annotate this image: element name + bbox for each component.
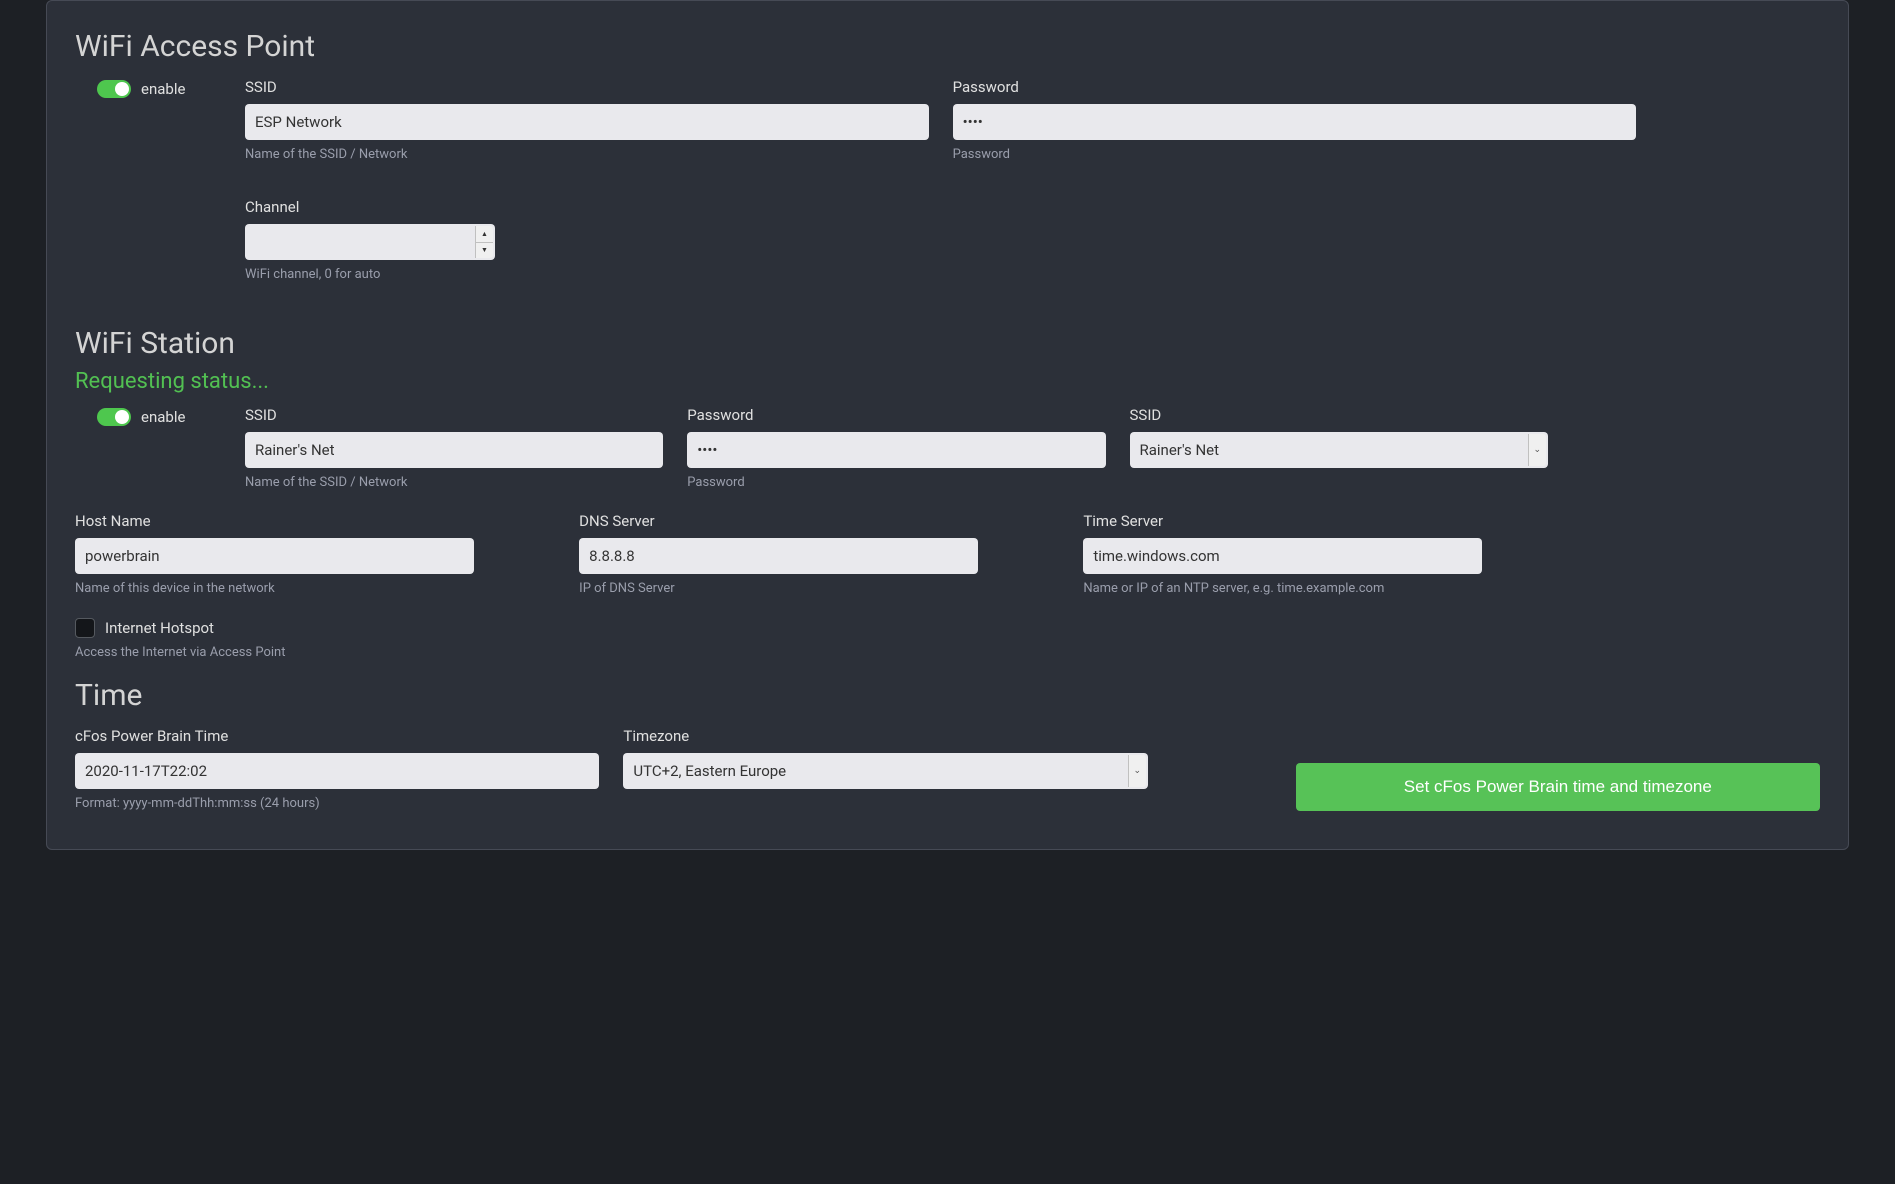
chevron-up-icon[interactable]: ▲ [476, 226, 493, 243]
ap-ssid-label: SSID [245, 78, 929, 96]
timezone-label: Timezone [623, 727, 1147, 745]
station-password-input[interactable] [687, 432, 1105, 468]
chevron-down-icon[interactable]: ▼ [476, 243, 493, 259]
timeserver-label: Time Server [1083, 512, 1563, 530]
dns-help: IP of DNS Server [579, 581, 1059, 596]
ap-enable-label: enable [141, 80, 185, 98]
ap-enable-toggle[interactable] [97, 80, 131, 98]
time-heading: Time [75, 678, 1820, 713]
ap-heading: WiFi Access Point [75, 29, 1820, 64]
time-help: Format: yyyy-mm-ddThh:mm:ss (24 hours) [75, 796, 599, 811]
hotspot-help: Access the Internet via Access Point [75, 645, 1820, 660]
ap-password-input[interactable] [953, 104, 1637, 140]
timeserver-help: Name or IP of an NTP server, e.g. time.e… [1083, 581, 1563, 596]
hotspot-label: Internet Hotspot [105, 619, 214, 637]
set-time-button[interactable]: Set cFos Power Brain time and timezone [1296, 763, 1820, 811]
station-status: Requesting status... [75, 369, 1820, 394]
ap-channel-label: Channel [245, 198, 929, 216]
ap-channel-input[interactable] [245, 224, 495, 260]
timezone-select[interactable] [623, 753, 1147, 789]
ap-ssid-input[interactable] [245, 104, 929, 140]
hostname-help: Name of this device in the network [75, 581, 555, 596]
time-input[interactable] [75, 753, 599, 789]
ap-channel-stepper[interactable]: ▲ ▼ [475, 226, 493, 258]
station-ssid-select[interactable] [1130, 432, 1548, 468]
dns-label: DNS Server [579, 512, 1059, 530]
dns-input[interactable] [579, 538, 978, 574]
ap-password-help: Password [953, 147, 1637, 162]
timeserver-input[interactable] [1083, 538, 1482, 574]
time-label: cFos Power Brain Time [75, 727, 599, 745]
station-password-label: Password [687, 406, 1105, 424]
station-enable-label: enable [141, 408, 185, 426]
station-ssid-help: Name of the SSID / Network [245, 475, 663, 490]
station-ssid-select-label: SSID [1130, 406, 1548, 424]
ap-ssid-help: Name of the SSID / Network [245, 147, 929, 162]
hostname-input[interactable] [75, 538, 474, 574]
ap-password-label: Password [953, 78, 1637, 96]
station-password-help: Password [687, 475, 1105, 490]
station-enable-toggle[interactable] [97, 408, 131, 426]
hostname-label: Host Name [75, 512, 555, 530]
station-ssid-input[interactable] [245, 432, 663, 468]
ap-channel-help: WiFi channel, 0 for auto [245, 267, 929, 282]
hotspot-checkbox[interactable] [75, 618, 95, 638]
station-ssid-label: SSID [245, 406, 663, 424]
station-heading: WiFi Station [75, 326, 1820, 361]
settings-panel: WiFi Access Point enable SSID Name of th… [46, 0, 1849, 850]
